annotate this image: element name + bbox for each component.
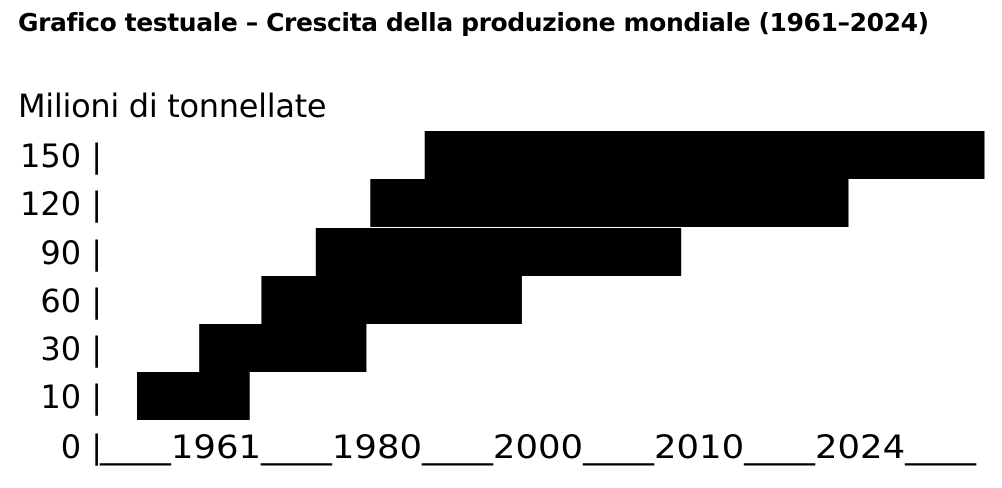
bar xyxy=(261,276,522,324)
bar xyxy=(370,179,849,227)
y-axis-label: Milioni di tonnellate xyxy=(18,87,327,125)
y-tick-label: 30 | xyxy=(40,330,102,368)
bar xyxy=(424,131,985,179)
bar xyxy=(137,372,250,420)
y-tick-label: 90 | xyxy=(40,234,102,272)
x-axis-line: ____1961____1980____2000____2010____2024… xyxy=(99,428,977,466)
bar xyxy=(315,228,682,276)
bar xyxy=(199,324,367,372)
y-tick-label: 10 | xyxy=(40,378,102,416)
chart-title: Grafico testuale – Crescita della produz… xyxy=(18,8,929,37)
y-tick-label: 120 | xyxy=(20,185,102,223)
y-tick-label: 60 | xyxy=(40,282,102,320)
y-tick-label: 0 | xyxy=(61,428,102,466)
y-tick-label: 150 | xyxy=(20,137,102,175)
